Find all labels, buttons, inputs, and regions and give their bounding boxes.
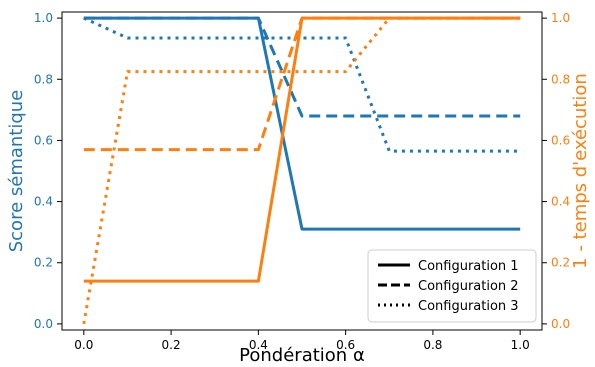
left-y-axis-title: Score sémantique — [6, 90, 27, 253]
right-y-tick-label: 0.4 — [551, 195, 570, 209]
x-tick-label: 0.4 — [249, 338, 268, 352]
plot-lines — [82, 16, 521, 325]
legend-label-2: Configuration 2 — [418, 279, 519, 294]
legend-label-1: Configuration 1 — [418, 259, 519, 274]
right-y-tick-label: 0.6 — [551, 133, 570, 147]
series-line-left-dotted — [83, 16, 521, 153]
legend-label-3: Configuration 3 — [418, 299, 519, 314]
series-line-right-dotted — [82, 16, 521, 325]
left-y-tick-label: 0.8 — [34, 72, 53, 86]
legend: Configuration 1 Configuration 2 Configur… — [367, 249, 537, 323]
x-tick-label: 0.2 — [162, 338, 181, 352]
left-y-tick-label: 0.4 — [34, 195, 53, 209]
plot-frame — [61, 11, 543, 331]
left-y-tick-label: 1.0 — [34, 11, 53, 25]
right-y-tick-label: 0.0 — [551, 317, 570, 331]
series-line-left-dashed — [83, 16, 521, 118]
left-y-tick-label: 0.6 — [34, 133, 53, 147]
left-y-axis: 0.0 0.2 0.4 0.6 0.8 1.0 — [34, 11, 62, 331]
right-y-axis: 0.0 0.2 0.4 0.6 0.8 1.0 — [542, 11, 570, 331]
right-y-tick-label: 0.8 — [551, 72, 570, 86]
x-tick-label: 0.6 — [336, 338, 355, 352]
x-tick-label: 0.8 — [423, 338, 442, 352]
x-axis-title: Pondération α — [239, 345, 365, 366]
left-y-tick-label: 0.2 — [34, 256, 53, 270]
series-line-right-dashed — [83, 16, 521, 152]
x-tick-label: 0.0 — [74, 338, 93, 352]
x-axis: 0.0 0.2 0.4 0.6 0.8 1.0 — [74, 330, 530, 352]
right-y-tick-label: 1.0 — [551, 11, 570, 25]
left-y-tick-label: 0.0 — [34, 317, 53, 331]
series-line-right-solid — [83, 16, 521, 283]
series-line-left-solid — [83, 16, 521, 231]
right-y-axis-title: 1 - temps d'exécution — [570, 73, 591, 269]
right-y-tick-label: 0.2 — [551, 256, 570, 270]
x-tick-label: 1.0 — [511, 338, 530, 352]
